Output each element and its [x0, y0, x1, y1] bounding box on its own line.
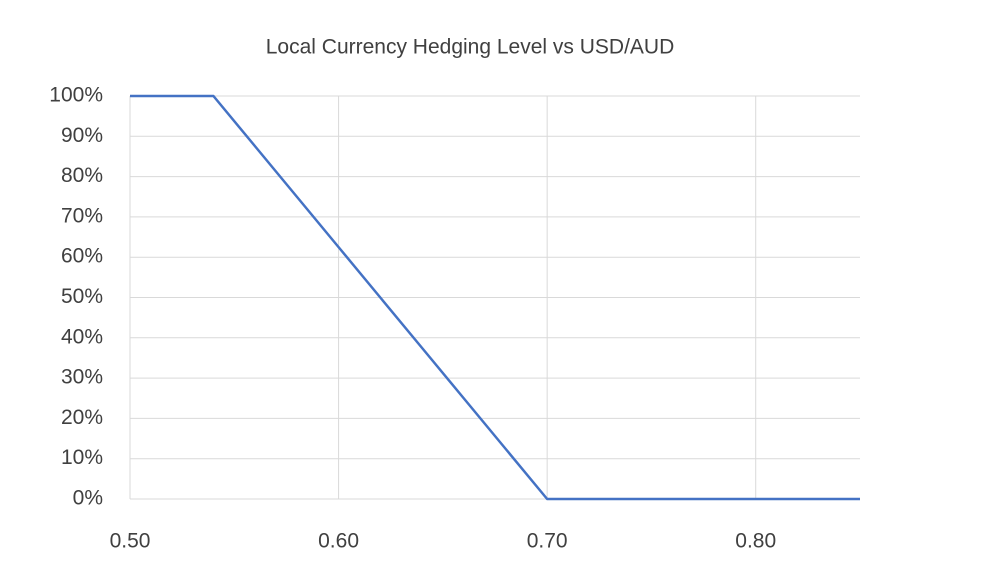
data-line: [130, 94, 860, 501]
y-tick-label: 60%: [61, 245, 103, 268]
x-tick-label: 0.70: [527, 530, 568, 553]
y-tick-label: 100%: [49, 84, 103, 107]
y-tick-label: 50%: [61, 285, 103, 308]
y-tick-label: 30%: [61, 366, 103, 389]
x-tick-label: 0.80: [735, 530, 776, 553]
y-tick-label: 10%: [61, 446, 103, 469]
y-tick-label: 80%: [61, 164, 103, 187]
y-tick-label: 40%: [61, 325, 103, 348]
y-tick-label: 70%: [61, 204, 103, 227]
y-tick-label: 20%: [61, 406, 103, 429]
y-tick-label: 90%: [61, 124, 103, 147]
y-tick-label: 0%: [73, 487, 103, 510]
chart-title: Local Currency Hedging Level vs USD/AUD: [266, 36, 675, 59]
x-tick-label: 0.50: [110, 530, 151, 553]
x-tick-label: 0.60: [318, 530, 359, 553]
